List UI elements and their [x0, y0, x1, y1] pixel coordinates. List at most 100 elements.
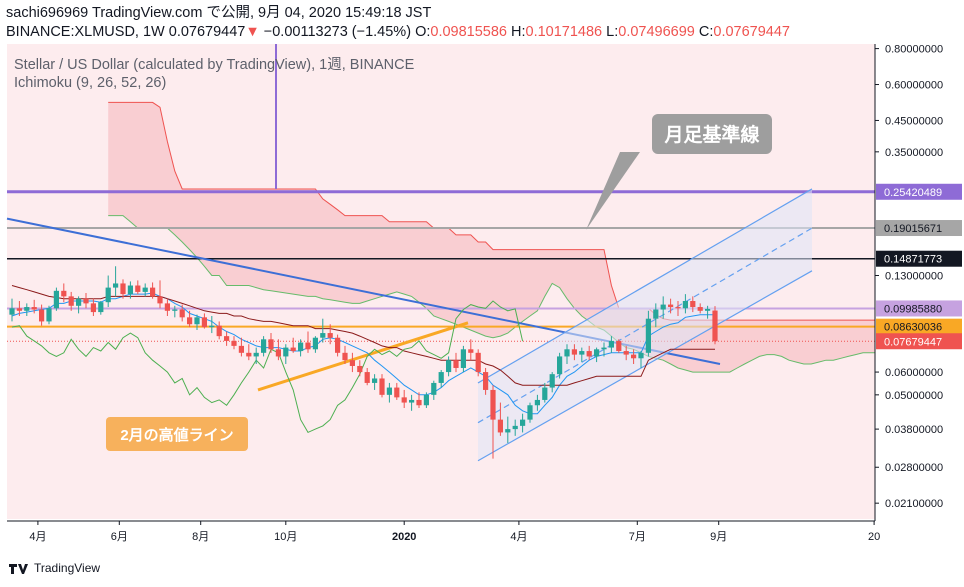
candles-layer[interactable]	[9, 266, 718, 459]
candle[interactable]	[409, 394, 415, 411]
candle[interactable]	[675, 301, 681, 317]
regression-channel[interactable]	[477, 188, 813, 462]
candle[interactable]	[172, 305, 178, 318]
candle[interactable]	[150, 282, 156, 299]
candle[interactable]	[631, 349, 637, 365]
time-axis[interactable]: 4月 6月 8月 10月 2020 4月 7月 9月 20	[0, 520, 964, 546]
candle[interactable]	[349, 352, 355, 373]
candle[interactable]	[194, 314, 200, 331]
channel-upper[interactable]	[477, 188, 813, 384]
candle[interactable]	[660, 296, 666, 319]
candle[interactable]	[335, 334, 341, 357]
candle[interactable]	[113, 266, 119, 297]
candle[interactable]	[290, 337, 296, 353]
candle[interactable]	[238, 337, 244, 357]
candle[interactable]	[275, 339, 281, 361]
candle[interactable]	[98, 301, 104, 315]
candle[interactable]	[653, 303, 659, 328]
candle[interactable]	[497, 402, 503, 436]
candle[interactable]	[135, 280, 141, 295]
candle[interactable]	[416, 392, 422, 408]
candle[interactable]	[483, 367, 489, 395]
candle[interactable]	[520, 413, 526, 433]
candle[interactable]	[386, 382, 392, 403]
candle[interactable]	[298, 339, 304, 357]
candle[interactable]	[401, 389, 407, 408]
candle[interactable]	[9, 298, 15, 322]
candle[interactable]	[246, 344, 252, 361]
candle[interactable]	[453, 352, 459, 373]
candle[interactable]	[53, 287, 59, 311]
candle[interactable]	[690, 296, 696, 313]
candle[interactable]	[305, 331, 311, 353]
candle[interactable]	[623, 345, 629, 361]
candle[interactable]	[68, 291, 74, 311]
candle[interactable]	[549, 372, 555, 393]
candle[interactable]	[638, 351, 644, 368]
feb-high-line[interactable]	[257, 321, 469, 392]
candle[interactable]	[697, 303, 703, 314]
candle[interactable]	[312, 336, 318, 353]
candle[interactable]	[505, 416, 511, 443]
candle[interactable]	[127, 281, 133, 299]
candle[interactable]	[564, 344, 570, 365]
candle[interactable]	[431, 380, 437, 400]
candle[interactable]	[179, 304, 185, 322]
candle[interactable]	[460, 345, 466, 373]
candle[interactable]	[586, 345, 592, 361]
candle[interactable]	[579, 347, 585, 363]
candle[interactable]	[201, 313, 207, 329]
candle[interactable]	[31, 299, 37, 314]
candle[interactable]	[61, 283, 67, 303]
candle[interactable]	[645, 310, 651, 357]
candle[interactable]	[542, 382, 548, 403]
feb-high-callout[interactable]: 2月の高値ライン	[106, 417, 248, 451]
candle[interactable]	[601, 342, 607, 357]
candle[interactable]	[357, 360, 363, 377]
candle[interactable]	[594, 347, 600, 363]
tradingview-footer[interactable]: TradingView	[8, 561, 100, 575]
annotations-layer[interactable]: 月足基準線 2月の高値ライン Stellar / US Dollar (calcul…	[14, 56, 772, 451]
candle[interactable]	[142, 283, 148, 297]
candle[interactable]	[394, 382, 400, 400]
candle[interactable]	[224, 331, 230, 346]
candle[interactable]	[209, 316, 215, 334]
candle[interactable]	[120, 279, 126, 299]
candle[interactable]	[446, 356, 452, 377]
candle[interactable]	[253, 347, 259, 365]
candle[interactable]	[320, 318, 326, 343]
candle[interactable]	[668, 298, 674, 314]
candle[interactable]	[231, 336, 237, 350]
candle[interactable]	[475, 349, 481, 377]
drawings-layer[interactable]	[6, 188, 813, 462]
candle[interactable]	[187, 310, 193, 328]
candle[interactable]	[490, 385, 496, 459]
candle[interactable]	[534, 394, 540, 411]
candle[interactable]	[105, 275, 111, 308]
candle[interactable]	[164, 298, 170, 317]
candle[interactable]	[512, 419, 518, 436]
candle[interactable]	[216, 321, 222, 340]
candle[interactable]	[16, 301, 22, 317]
candle[interactable]	[327, 324, 333, 345]
candle[interactable]	[372, 374, 378, 390]
candle[interactable]	[468, 339, 474, 361]
candle[interactable]	[46, 305, 52, 325]
candle[interactable]	[157, 280, 163, 309]
candle[interactable]	[379, 374, 385, 398]
candle[interactable]	[261, 336, 267, 357]
kijun-callout[interactable]: 月足基準線	[586, 114, 772, 230]
candle[interactable]	[527, 402, 533, 423]
candle[interactable]	[76, 296, 82, 314]
candle[interactable]	[712, 306, 718, 345]
candle[interactable]	[24, 303, 30, 317]
channel-lower[interactable]	[477, 270, 813, 462]
candle[interactable]	[83, 293, 89, 309]
candle[interactable]	[557, 352, 563, 379]
candle[interactable]	[39, 304, 45, 326]
channel-mid[interactable]	[477, 227, 813, 424]
candle[interactable]	[616, 339, 622, 353]
candle[interactable]	[571, 344, 577, 361]
price-axis[interactable]: 0.80000000 0.60000000 0.45000000 0.35000000…	[874, 0, 964, 546]
